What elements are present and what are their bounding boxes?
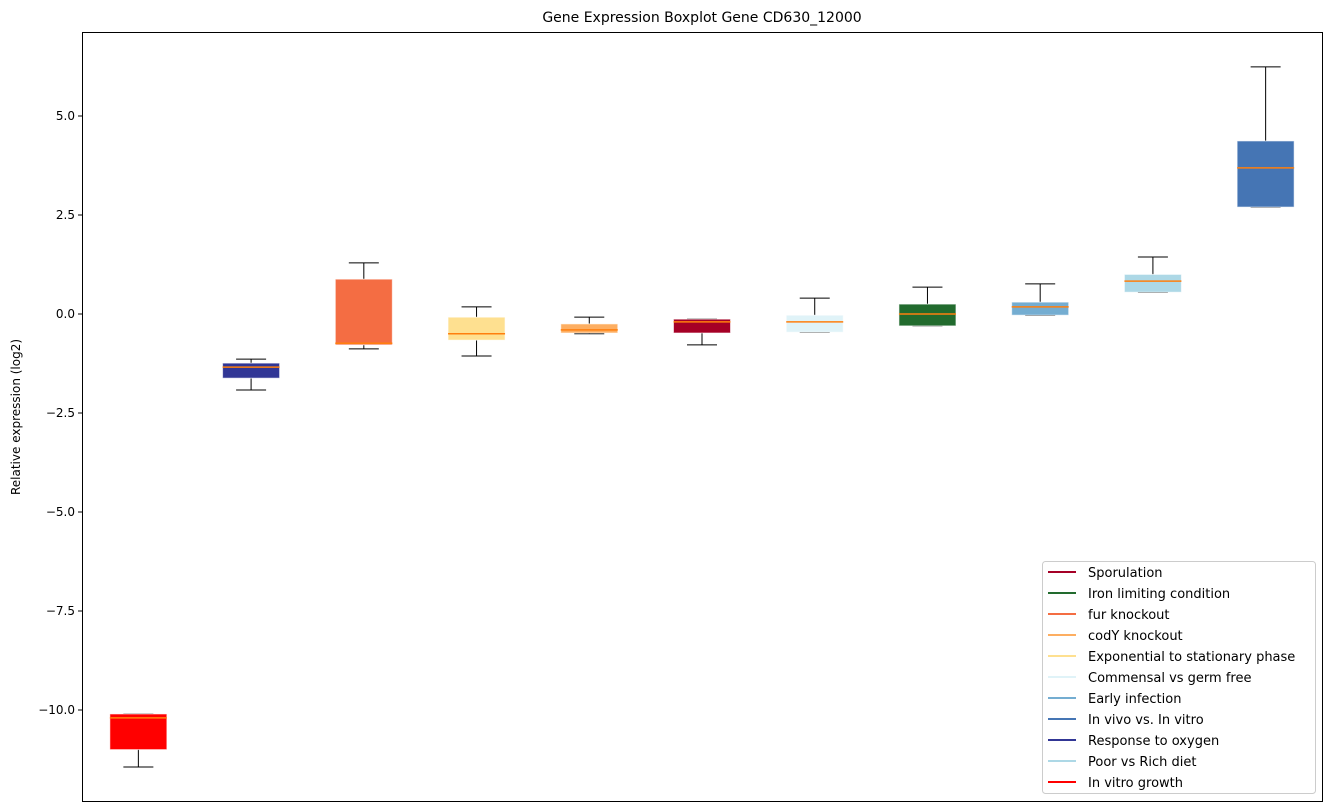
box-commensal-vs-germ-free	[785, 297, 844, 333]
box-cody-knockout	[560, 316, 619, 335]
box-body	[1123, 273, 1182, 293]
legend-label: Poor vs Rich diet	[1088, 755, 1196, 770]
legend: Sporulation Iron limiting condition fur kn…	[1042, 561, 1316, 794]
box-iron-limiting-condition	[898, 286, 957, 327]
boxes-layer	[109, 66, 1295, 768]
axes-frame	[82, 32, 1323, 802]
y-tick-label: −2.5	[46, 406, 75, 420]
box-poor-vs-rich-diet	[1123, 256, 1182, 293]
y-tick-label: −5.0	[46, 505, 75, 519]
box-early-infection	[1011, 283, 1070, 316]
box-in-vivo-vs-in-vitro	[1236, 66, 1295, 208]
box-body	[785, 314, 844, 333]
legend-label: Response to oxygen	[1088, 734, 1219, 749]
box-exponential-to-stationary-phase	[447, 306, 506, 357]
chart-title: Gene Expression Boxplot Gene CD630_12000	[542, 10, 861, 26]
legend-label: Commensal vs germ free	[1088, 671, 1251, 686]
legend-label: In vitro growth	[1088, 776, 1183, 791]
legend-label: Iron limiting condition	[1088, 587, 1230, 602]
y-tick-label: 0.0	[56, 307, 75, 321]
box-body	[109, 713, 168, 751]
box-in-vitro-growth	[109, 713, 168, 768]
box-body	[1236, 140, 1295, 208]
legend-label: codY knockout	[1088, 629, 1183, 644]
box-body	[898, 303, 957, 327]
legend-frame	[1042, 561, 1316, 794]
legend-label: In vivo vs. In vitro	[1088, 713, 1204, 728]
y-tick-label: −10.0	[38, 703, 75, 717]
box-body	[222, 362, 281, 379]
legend-label: Sporulation	[1088, 566, 1163, 581]
y-axis-label: Relative expression (log2)	[9, 339, 23, 495]
y-tick-label: −7.5	[46, 604, 75, 618]
box-body	[447, 316, 506, 341]
box-response-to-oxygen	[222, 358, 281, 391]
y-tick-label: 5.0	[56, 109, 75, 123]
box-fur-knockout	[334, 262, 393, 350]
legend-label: fur knockout	[1088, 608, 1170, 623]
box-body	[560, 323, 619, 334]
y-tick-label: 2.5	[56, 208, 75, 222]
legend-label: Early infection	[1088, 692, 1181, 707]
y-axis: 5.0 2.5 0.0 −2.5 −5.0 −7.5 −10.0	[38, 109, 82, 717]
box-sporulation	[673, 318, 731, 346]
legend-label: Exponential to stationary phase	[1088, 650, 1295, 665]
box-body	[334, 278, 393, 346]
box-body	[1011, 301, 1070, 316]
